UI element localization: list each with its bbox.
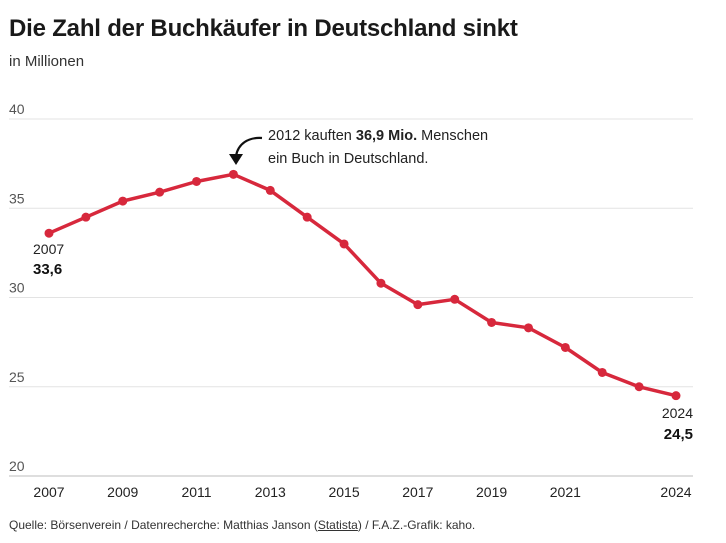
annotation-arrowhead-icon: [229, 154, 243, 165]
x-tick-label: 2019: [476, 484, 507, 500]
source-suffix: ) / F.A.Z.-Grafik: kaho.: [357, 518, 476, 532]
x-tick-label: 2021: [550, 484, 581, 500]
end-year-label: 2024: [662, 405, 693, 421]
annotation-bold: 36,9 Mio.: [356, 128, 417, 144]
data-point-2023: [634, 382, 644, 392]
annotation-line-1: 2012 kauften 36,9 Mio. Menschen: [268, 128, 488, 144]
chart-subtitle: in Millionen: [9, 53, 85, 70]
annotation-line-2: ein Buch in Deutschland.: [268, 151, 428, 167]
data-point-2010: [155, 187, 165, 197]
data-point-2017: [413, 300, 423, 310]
data-point-2016: [376, 278, 386, 288]
x-axis-ticks: 2007 2009 2011 2013 2015 2017 2019 2021 2024: [33, 484, 691, 500]
data-point-2024: [671, 391, 681, 401]
data-point-2021: [560, 342, 570, 352]
data-point-2014: [302, 212, 312, 222]
x-tick-label: 2013: [255, 484, 286, 500]
data-point-2020: [523, 323, 533, 333]
chart-title: Die Zahl der Buchkäufer in Deutschland s…: [9, 15, 518, 42]
data-points: [44, 169, 681, 401]
data-point-2022: [597, 367, 607, 377]
gridlines: [9, 118, 693, 477]
data-point-2012: [228, 169, 238, 179]
x-tick-label: 2024: [660, 484, 691, 500]
y-tick-label: 25: [9, 369, 25, 385]
x-tick-label: 2011: [181, 484, 211, 500]
start-year-label: 2007: [33, 241, 64, 257]
data-point-2015: [339, 239, 349, 249]
series-line-buchkaeufer: [47, 172, 678, 398]
y-tick-label: 20: [9, 458, 25, 474]
x-tick-label: 2017: [402, 484, 433, 500]
end-value-label: 24,5: [664, 426, 693, 443]
source-credit: Quelle: Börsenverein / Datenrecherche: M…: [9, 518, 475, 532]
start-value-label: 33,6: [33, 261, 62, 278]
data-point-2018: [450, 294, 460, 304]
data-point-2011: [192, 176, 202, 186]
annotation-pre: 2012 kauften: [268, 128, 356, 144]
y-axis-ticks: 20 25 30 35 40: [9, 101, 25, 474]
data-point-2008: [81, 212, 91, 222]
x-tick-label: 2009: [107, 484, 138, 500]
y-tick-label: 35: [9, 190, 25, 206]
data-point-2007: [44, 228, 54, 238]
y-tick-label: 40: [9, 101, 25, 117]
annotation-post: Menschen: [417, 128, 488, 144]
data-point-2013: [265, 185, 275, 195]
y-tick-label: 30: [9, 280, 25, 296]
x-tick-label: 2015: [328, 484, 359, 500]
annotation-arrow-icon: [234, 136, 263, 157]
statista-link[interactable]: Statista: [317, 518, 358, 532]
x-tick-label: 2007: [33, 484, 64, 500]
source-prefix: Quelle: Börsenverein / Datenrecherche: M…: [9, 518, 318, 532]
data-point-2009: [118, 196, 128, 206]
data-point-2019: [487, 317, 497, 327]
